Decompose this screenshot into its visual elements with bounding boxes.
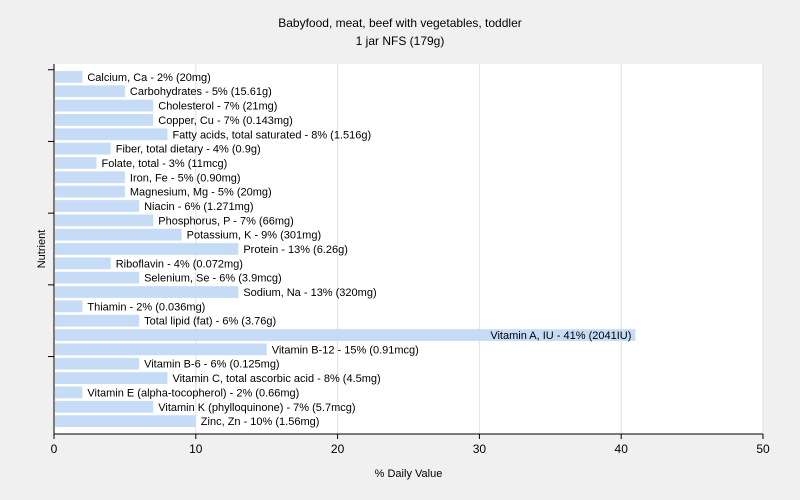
bar (55, 329, 636, 341)
bar (55, 400, 154, 413)
bar-label: Fatty acids, total saturated - 8% (1.516… (172, 129, 371, 141)
bar-label: Magnesium, Mg - 5% (20mg) (130, 187, 272, 199)
y-axis-title: Nutrient (36, 230, 48, 269)
x-tick-labels: 0 10 20 30 40 50 (51, 442, 770, 456)
bar (55, 357, 140, 370)
bar-label: Fiber, total dietary - 4% (0.9g) (116, 144, 261, 156)
chart-subtitle: 1 jar NFS (179g) (356, 34, 445, 48)
bar (55, 214, 154, 227)
bar-label: Phosphorus, P - 7% (66mg) (158, 215, 294, 227)
bar-label: Riboflavin - 4% (0.072mg) (116, 258, 243, 270)
bar (55, 300, 83, 313)
bar-label: Vitamin K (phylloquinone) - 7% (5.7mcg) (158, 402, 355, 414)
bar (55, 185, 125, 198)
bar-label: Selenium, Se - 6% (3.9mcg) (144, 273, 282, 285)
bar-label: Protein - 13% (6.26g) (243, 244, 348, 256)
bar-label: Thiamin - 2% (0.036mg) (87, 301, 205, 313)
bars (55, 71, 636, 427)
bar (55, 372, 168, 384)
bar-label: Sodium, Na - 13% (320mg) (243, 287, 376, 299)
bar (55, 286, 239, 298)
bar (55, 171, 125, 184)
x-tick-label: 20 (331, 442, 345, 456)
bar (55, 85, 125, 98)
bar-labels: Calcium, Ca - 2% (20mg) Carbohydrates - 5… (87, 72, 631, 428)
bar-label: Niacin - 6% (1.271mg) (144, 201, 253, 213)
bar-label: Zinc, Zn - 10% (1.56mg) (201, 416, 320, 428)
bar-label: Carbohydrates - 5% (15.61g) (130, 86, 272, 98)
bar (55, 243, 239, 255)
bar (55, 128, 168, 141)
bar (55, 343, 267, 356)
chart-title: Babyfood, meat, beef with vegetables, to… (278, 16, 522, 30)
x-axis-title: % Daily Value (375, 468, 443, 480)
x-tick-label: 10 (189, 442, 203, 456)
bar (55, 271, 140, 284)
bar (55, 99, 154, 112)
bar (55, 228, 182, 241)
bar (55, 114, 154, 126)
bar (55, 415, 196, 427)
bar-label: Calcium, Ca - 2% (20mg) (87, 72, 210, 84)
x-tick-label: 40 (615, 442, 629, 456)
bar (55, 257, 111, 270)
axes (48, 64, 764, 439)
x-tick-label: 30 (473, 442, 487, 456)
bar-label: Vitamin C, total ascorbic acid - 8% (4.5… (172, 373, 380, 385)
bar-label: Potassium, K - 9% (301mg) (187, 230, 322, 242)
bar-label: Copper, Cu - 7% (0.143mg) (158, 115, 293, 127)
bar (55, 386, 83, 399)
bar (55, 142, 111, 155)
bar-label: Total lipid (fat) - 6% (3.76g) (144, 316, 276, 328)
x-tick-label: 50 (756, 442, 770, 456)
bar-label: Iron, Fe - 5% (0.90mg) (130, 172, 241, 184)
bar-label: Vitamin A, IU - 41% (2041IU) (490, 330, 631, 342)
bar (55, 314, 140, 327)
bar-label: Vitamin B-6 - 6% (0.125mg) (144, 359, 280, 371)
bar-label: Cholesterol - 7% (21mg) (158, 101, 277, 113)
bar-label: Vitamin E (alpha-tocopherol) - 2% (0.66m… (87, 387, 299, 399)
bar (55, 71, 83, 83)
bar-label: Vitamin B-12 - 15% (0.91mcg) (272, 344, 419, 356)
bar-label: Folate, total - 3% (11mcg) (102, 158, 228, 170)
bar (55, 200, 140, 212)
bar (55, 157, 97, 169)
x-tick-label: 0 (51, 442, 58, 456)
